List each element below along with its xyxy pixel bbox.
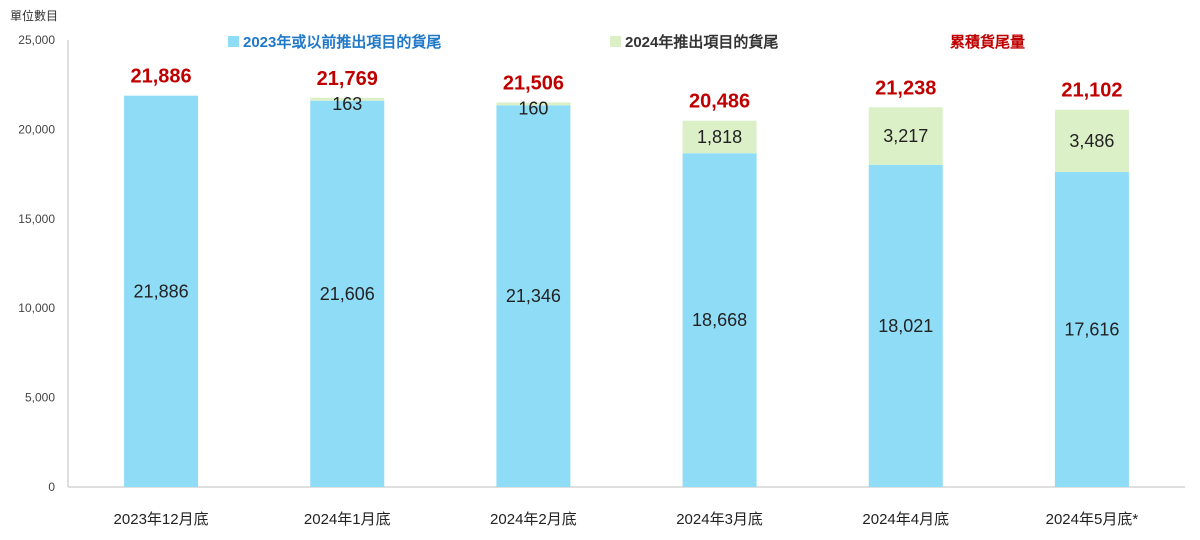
bar-segment-2024-projects bbox=[682, 120, 757, 154]
legend-swatch-2024-projects bbox=[610, 36, 621, 47]
legend-label-cumulative: 累積貨尾量 bbox=[950, 33, 1025, 51]
bar-segment-old-projects bbox=[124, 95, 199, 488]
y-tick-label: 0 bbox=[48, 480, 55, 494]
total-value-label: 21,102 bbox=[1061, 80, 1122, 102]
bar-segment-2024-projects bbox=[1054, 109, 1129, 173]
bars-group: 21,886 21,886 21,606 163 21,769 21,346 160 21,5… bbox=[124, 66, 1129, 488]
bar-segment-old-projects bbox=[682, 153, 757, 487]
bar-segment-old-projects bbox=[496, 105, 571, 487]
total-value-label: 21,238 bbox=[875, 77, 936, 99]
segment-value-label-old: 21,886 bbox=[134, 281, 189, 301]
unit-label: 單位數目 bbox=[10, 8, 58, 23]
y-tick-label: 10,000 bbox=[18, 301, 55, 315]
x-category-label: 2024年2月底 bbox=[490, 511, 577, 528]
legend-label-old-projects: 2023年或以前推出項目的貨尾 bbox=[243, 33, 441, 51]
bar-segment-old-projects bbox=[868, 164, 943, 487]
x-axis-labels: 2023年12月底 2024年1月底 2024年2月底 2024年3月底 2024年4月… bbox=[114, 511, 1139, 528]
x-category-label: 2024年3月底 bbox=[676, 511, 763, 528]
bar-segment-old-projects bbox=[310, 100, 385, 487]
y-tick-label: 15,000 bbox=[18, 212, 55, 226]
segment-value-label-2024: 163 bbox=[332, 94, 362, 114]
x-category-label: 2024年4月底 bbox=[862, 511, 949, 528]
x-category-label: 2024年1月底 bbox=[304, 511, 391, 528]
y-axis-ticks: 0 5,000 10,000 15,000 20,000 25,000 bbox=[18, 33, 55, 494]
legend-label-2024-projects: 2024年推出項目的貨尾 bbox=[625, 33, 778, 51]
segment-value-label-2024: 1,818 bbox=[697, 127, 742, 147]
total-value-label: 20,486 bbox=[689, 91, 750, 113]
segment-value-label-2024: 160 bbox=[518, 98, 548, 118]
total-value-label: 21,886 bbox=[130, 66, 191, 88]
x-category-label: 2024年5月底* bbox=[1046, 511, 1139, 528]
bar-segment-2024-projects bbox=[496, 102, 571, 106]
legend: 2023年或以前推出項目的貨尾 2024年推出項目的貨尾 累積貨尾量 bbox=[228, 33, 1025, 51]
bar-segment-2024-projects bbox=[868, 107, 943, 165]
segment-value-label-2024: 3,217 bbox=[883, 126, 928, 146]
bar-segment-2024-projects bbox=[310, 97, 385, 101]
segment-value-label-old: 21,606 bbox=[320, 284, 375, 304]
total-value-label: 21,506 bbox=[503, 72, 564, 94]
bar-segment-old-projects bbox=[1054, 172, 1129, 487]
y-tick-label: 20,000 bbox=[18, 122, 55, 136]
x-category-label: 2023年12月底 bbox=[114, 511, 209, 528]
legend-swatch-old-projects bbox=[228, 36, 239, 47]
segment-value-label-2024: 3,486 bbox=[1069, 131, 1114, 151]
segment-value-label-old: 18,021 bbox=[878, 316, 933, 336]
total-value-label: 21,769 bbox=[317, 68, 378, 90]
segment-value-label-old: 21,346 bbox=[506, 286, 561, 306]
segment-value-label-old: 17,616 bbox=[1064, 320, 1119, 340]
segment-value-label-old: 18,668 bbox=[692, 310, 747, 330]
y-tick-label: 5,000 bbox=[25, 391, 55, 405]
y-tick-label: 25,000 bbox=[18, 33, 55, 47]
